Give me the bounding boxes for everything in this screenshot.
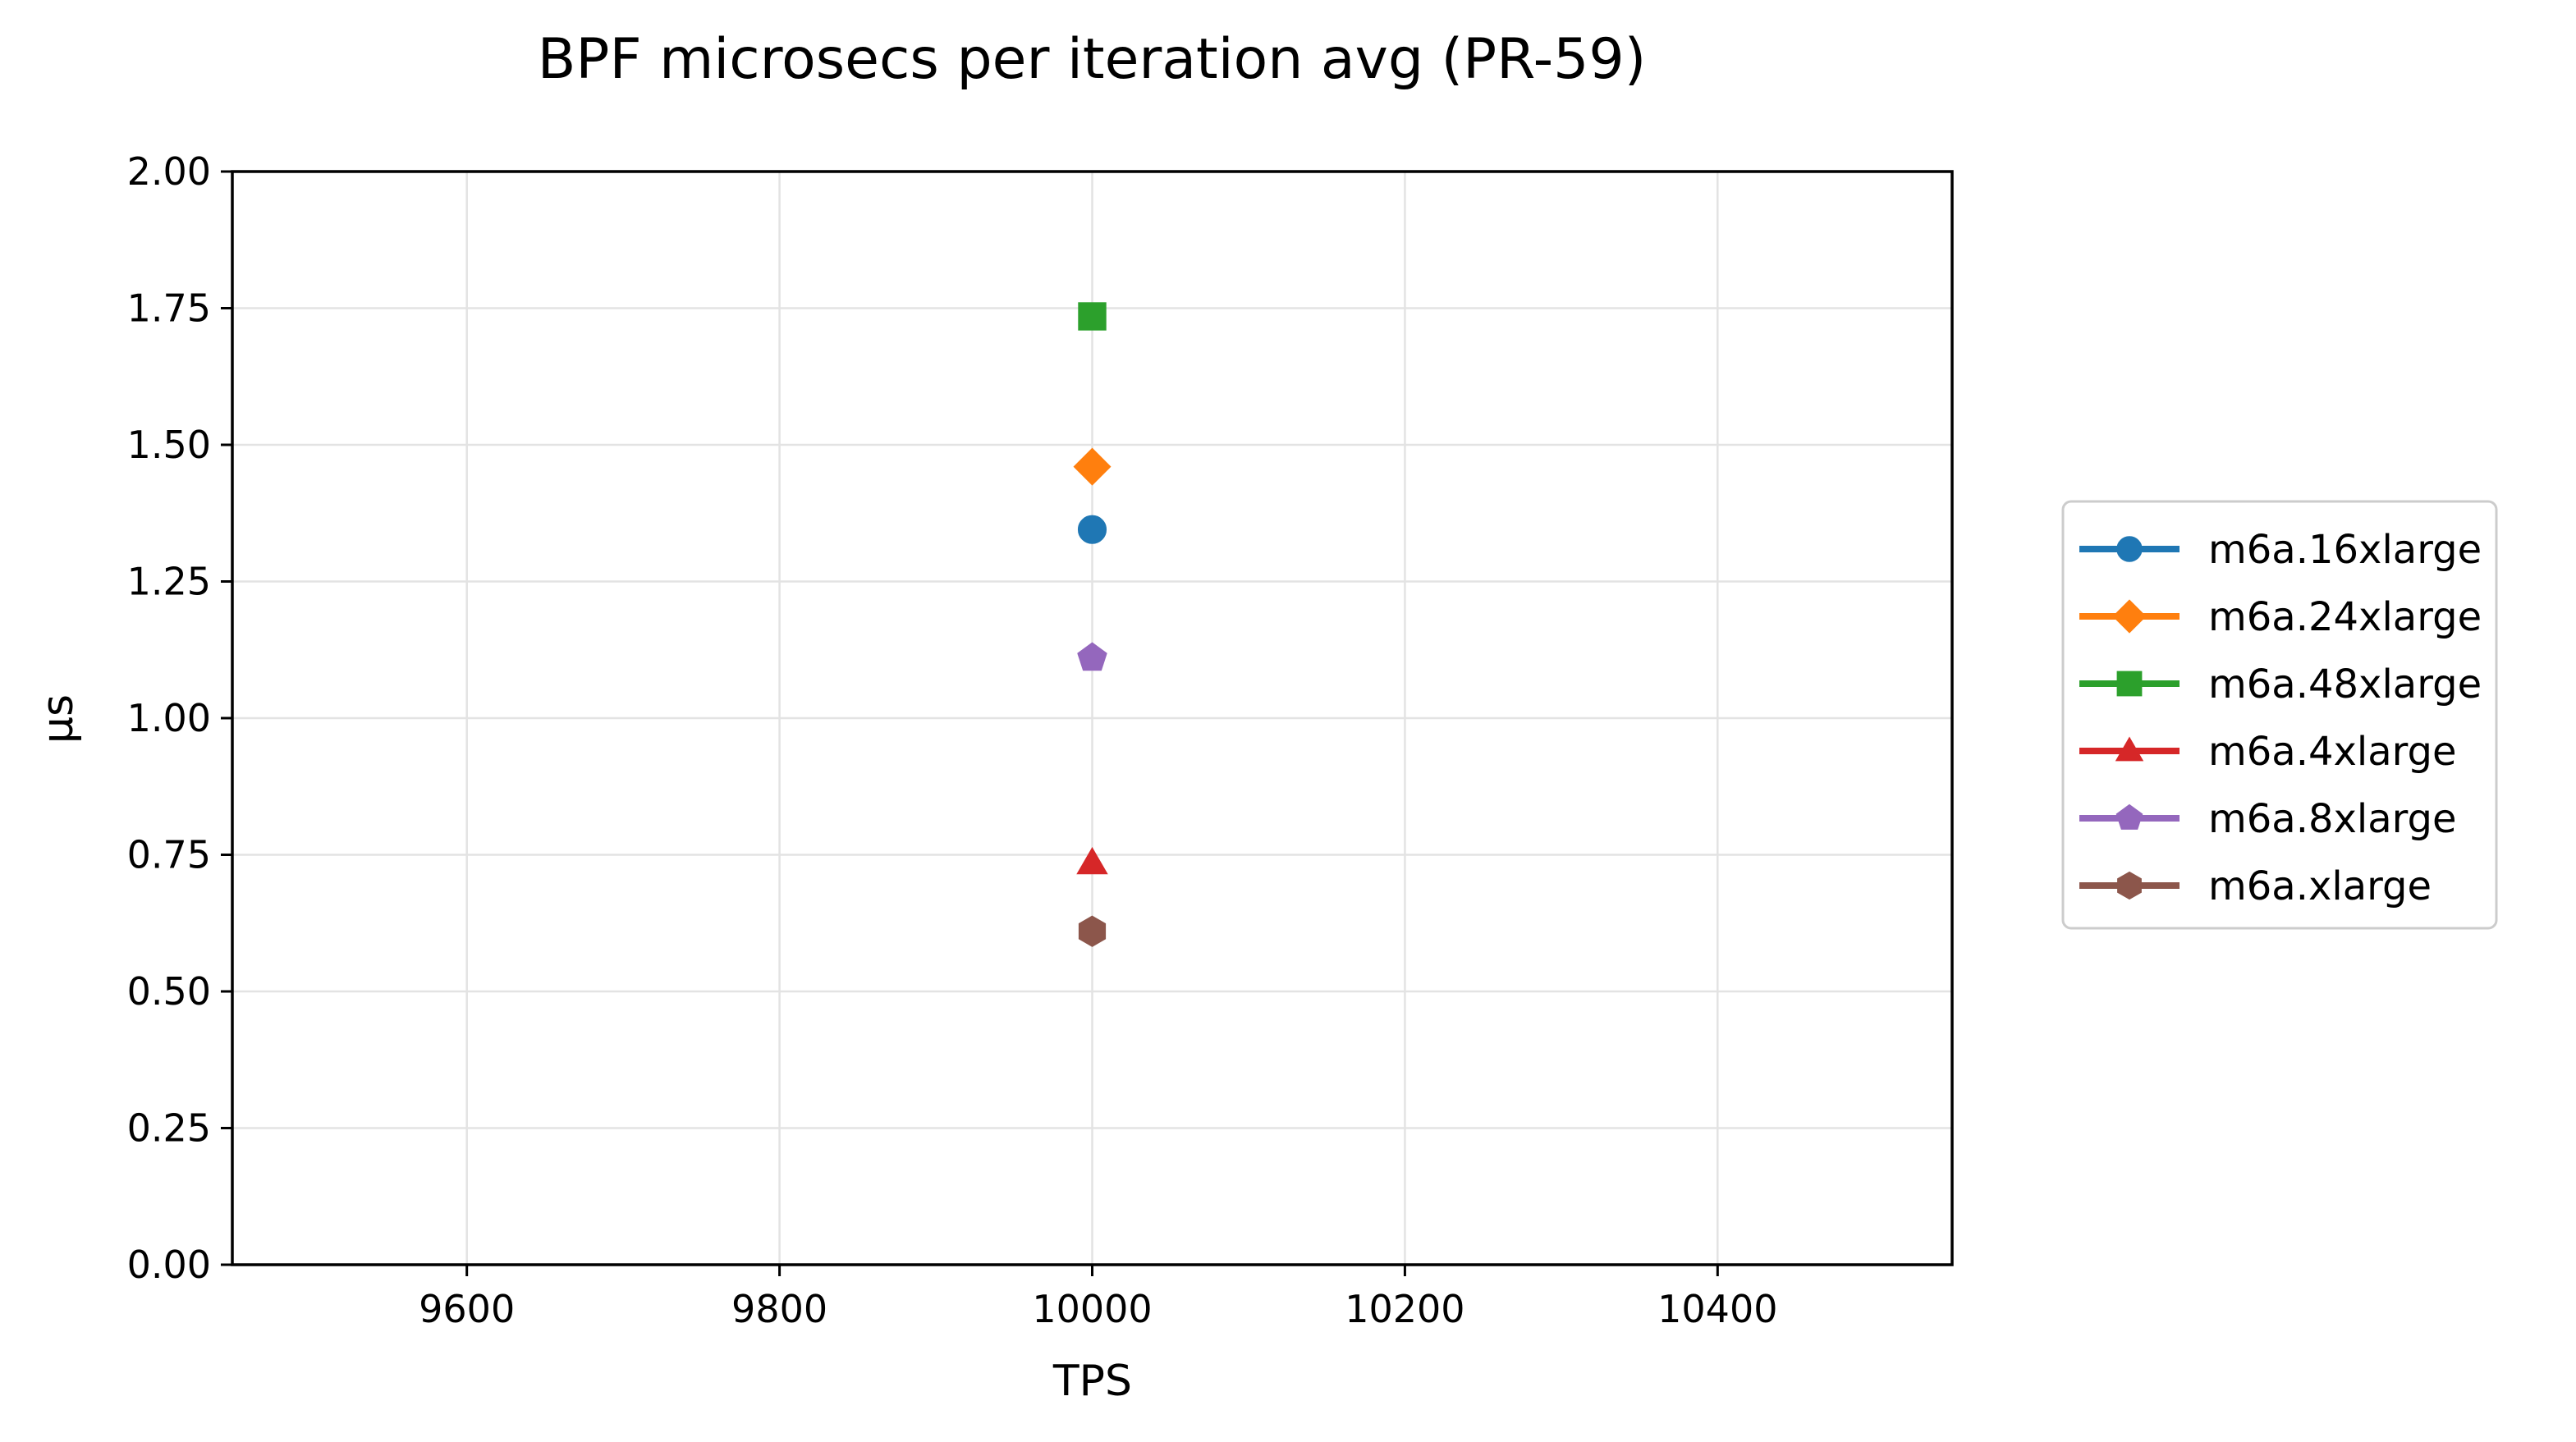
x-tick-label: 9800	[731, 1287, 827, 1331]
legend-item: m6a.24xlarge	[2079, 594, 2482, 640]
data-point-pentagon	[1077, 642, 1107, 671]
grid	[232, 170, 1952, 1266]
series-m6a-xlarge	[1078, 915, 1107, 947]
y-tick-label: 2.00	[127, 149, 211, 194]
legend-label: m6a.48xlarge	[2208, 661, 2482, 707]
y-tick-label: 0.50	[127, 969, 211, 1014]
legend-label: m6a.8xlarge	[2208, 796, 2457, 842]
plot-area-frame	[231, 170, 1954, 1266]
y-tick-label: 0.25	[127, 1106, 211, 1151]
legend-item: m6a.48xlarge	[2079, 661, 2482, 707]
legend-label: m6a.xlarge	[2208, 863, 2432, 909]
data-point-square	[1078, 302, 1107, 331]
legend-item: m6a.4xlarge	[2079, 729, 2457, 775]
x-tick-label: 10200	[1345, 1287, 1464, 1331]
legend-label: m6a.24xlarge	[2208, 594, 2482, 640]
legend-marker-hexagon	[2117, 871, 2142, 900]
y-tick-label: 1.25	[127, 560, 211, 604]
series-m6a-16xlarge	[1077, 515, 1107, 544]
legend-label: m6a.4xlarge	[2208, 729, 2457, 775]
legend-marker-triangle	[2115, 736, 2144, 762]
series-m6a-24xlarge	[1073, 447, 1112, 486]
series-m6a-8xlarge	[1077, 642, 1107, 671]
data-points	[1073, 302, 1112, 947]
data-point-circle	[1077, 515, 1107, 544]
legend-marker-circle	[2116, 536, 2143, 562]
data-point-triangle	[1076, 847, 1108, 875]
x-tick-label: 10000	[1032, 1287, 1152, 1331]
legend-item: m6a.16xlarge	[2079, 527, 2482, 573]
legend-item: m6a.xlarge	[2079, 863, 2432, 909]
data-point-diamond	[1073, 447, 1112, 486]
legend-marker-square	[2116, 671, 2143, 697]
y-tick-label: 1.00	[127, 696, 211, 740]
series-m6a-48xlarge	[1078, 302, 1107, 331]
data-point-hexagon	[1078, 915, 1107, 947]
y-tick-label: 1.75	[127, 286, 211, 331]
x-tick-label: 10400	[1657, 1287, 1777, 1331]
legend-item: m6a.8xlarge	[2079, 796, 2457, 842]
y-tick-label: 0.75	[127, 833, 211, 877]
y-tick-label: 1.50	[127, 423, 211, 467]
y-axis-label: μs	[34, 694, 83, 744]
y-tick-label: 0.00	[127, 1243, 211, 1287]
x-axis-ticks: 9600 9800 10000 10200 10400	[419, 1265, 1777, 1331]
legend-label: m6a.16xlarge	[2208, 527, 2482, 573]
legend-marker-pentagon	[2115, 803, 2143, 830]
chart-title: BPF microsecs per iteration avg (PR-59)	[538, 27, 1646, 92]
x-axis-label: TPS	[1052, 1357, 1132, 1406]
x-tick-label: 9600	[419, 1287, 515, 1331]
series-m6a-4xlarge	[1076, 847, 1108, 875]
legend-marker-diamond	[2112, 599, 2147, 634]
y-axis-ticks: 0.00 0.25 0.50 0.75 1.00 1.25 1.50 1.75 2.00	[127, 149, 232, 1287]
legend: m6a.16xlarge m6a.24xlarge m6a.48xlarge m6a.…	[2061, 500, 2498, 930]
